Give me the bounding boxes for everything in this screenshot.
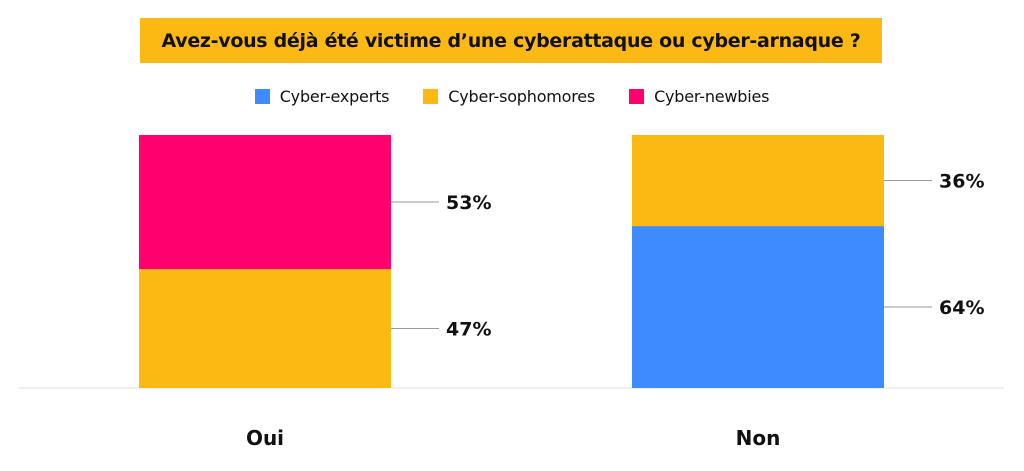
category-label-oui: Oui [246,426,284,450]
leader-lines-group [391,180,932,330]
bars-group [139,135,884,388]
legend-label-cyber-experts: Cyber-experts [279,86,390,106]
bar-non-cyber-sophomores [632,135,884,227]
legend-item-cyber-sophomores: Cyber-sophomores [423,87,595,106]
legend-swatch-cyber-experts [254,88,270,104]
value-labels-group: 53% 47% 36% 64% [446,171,984,341]
chart-legend: Cyber-experts Cyber-sophomores Cyber-new… [0,82,1024,110]
bar-non-cyber-experts [632,226,884,388]
value-label: 47% [446,319,491,341]
bar-oui-cyber-newbies [139,135,391,270]
value-label: 64% [939,297,984,319]
legend-swatch-cyber-sophomores [423,88,439,104]
value-label: 53% [446,192,491,214]
legend-swatch-cyber-newbies [629,88,645,104]
chart-title-box: Avez-vous déjà été victime d’une cyberat… [140,18,882,63]
bar-oui-cyber-sophomores [139,269,391,388]
legend-label-cyber-sophomores: Cyber-sophomores [448,86,596,106]
legend-label-cyber-newbies: Cyber-newbies [654,86,770,106]
category-labels-group: Oui Non [246,426,780,450]
legend-item-cyber-newbies: Cyber-newbies [629,87,769,106]
value-label: 36% [939,171,984,193]
legend-item-cyber-experts: Cyber-experts [254,86,390,106]
category-label-non: Non [736,426,781,450]
chart-title: Avez-vous déjà été victime d’une cyberat… [161,29,861,52]
